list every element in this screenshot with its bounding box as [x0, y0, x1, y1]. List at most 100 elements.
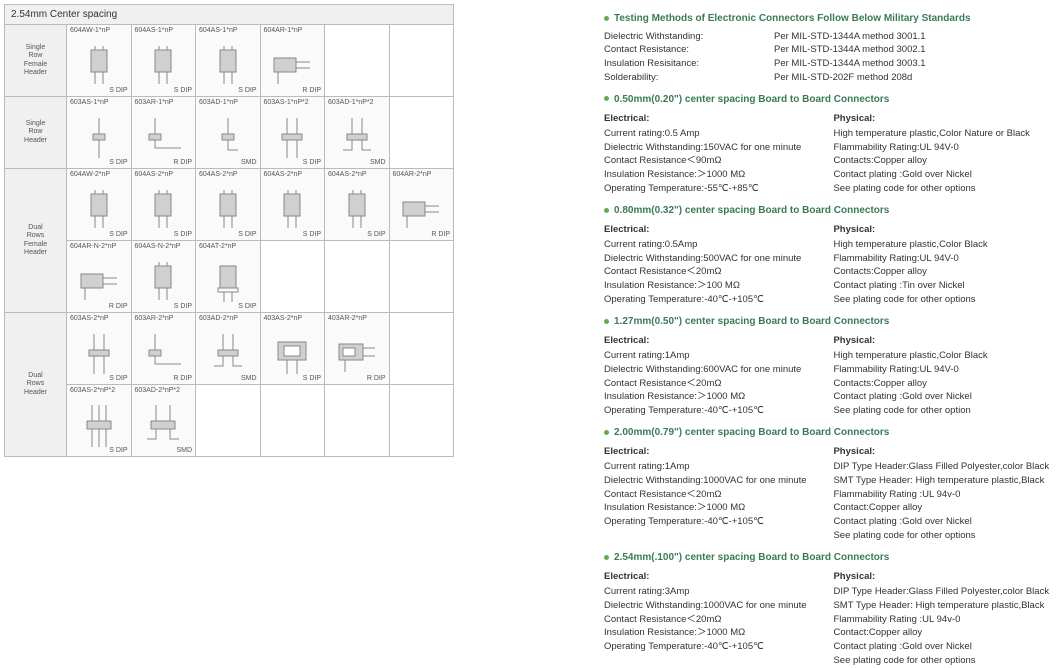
spec-label: Insulation Resisitance: — [604, 57, 774, 71]
part-number: 403AR-2*nP — [328, 315, 367, 322]
spec-item: Contact Resistance＜20mΩ — [604, 613, 833, 627]
package-type: S DIP — [109, 375, 127, 382]
diagram-cell: 603AS-2*nP*2 S DIP — [67, 385, 132, 457]
diagram-cell: 603AS-1*nPS DIP — [67, 97, 132, 169]
col-heading: Physical: — [833, 112, 1052, 126]
spec-item: Dielectric Withstanding:500VAC for one m… — [604, 252, 833, 266]
spec-item: Current rating:1Amp — [604, 460, 833, 474]
spec-line: Insulation Resisitance:Per MIL-STD-1344A… — [604, 57, 1052, 71]
spec-value: Per MIL-STD-1344A method 3002.1 — [774, 43, 926, 57]
connector-diagram — [263, 27, 323, 94]
section-heading: 1.27mm(0.50") center spacing Board to Bo… — [604, 315, 1052, 330]
empty-cell — [196, 385, 261, 457]
spec-item: Current rating:1Amp — [604, 349, 833, 363]
package-type: S DIP — [238, 303, 256, 310]
connector-diagram — [198, 171, 258, 238]
diagram-cell: 403AR-2*nPR DIP — [325, 313, 390, 385]
part-number: 604AS-2*nP — [264, 171, 303, 178]
spec-item: Flammability Rating:UL 94V-0 — [833, 363, 1052, 377]
spec-item: See plating code for other options — [833, 293, 1052, 307]
diagram-cell: 603AR-1*nPR DIP — [131, 97, 196, 169]
spec-item: Flammability Rating :UL 94v-0 — [833, 488, 1052, 502]
spec-item: Current rating:0.5Amp — [604, 238, 833, 252]
spec-item: See plating code for other options — [833, 182, 1052, 196]
spec-item: Contact Resistance＜20mΩ — [604, 377, 833, 391]
package-type: S DIP — [109, 447, 127, 454]
connector-diagram — [134, 99, 194, 166]
electrical-column: Electrical:Current rating:0.5 AmpDielect… — [604, 110, 833, 196]
package-type: R DIP — [173, 375, 192, 382]
spec-item: Contacts:Copper alloy — [833, 265, 1052, 279]
section-heading: 2.54mm(.100") center spacing Board to Bo… — [604, 551, 1052, 566]
spec-item: Operating Temperature:-40℃-+105℃ — [604, 293, 833, 307]
electrical-column: Electrical:Current rating:1AmpDielectric… — [604, 332, 833, 418]
spec-item: Operating Temperature:-40℃-+105℃ — [604, 515, 833, 529]
col-heading: Physical: — [833, 570, 1052, 584]
electrical-column: Electrical:Current rating:3AmpDielectric… — [604, 568, 833, 667]
connector-diagram — [327, 99, 387, 166]
package-type: R DIP — [302, 87, 321, 94]
row-label: SingleRowHeader — [5, 97, 67, 169]
section-heading: 2.00mm(0.79") center spacing Board to Bo… — [604, 426, 1052, 441]
empty-cell — [325, 385, 390, 457]
connector-diagram — [69, 243, 129, 310]
spec-item: Operating Temperature:-40℃-+105℃ — [604, 640, 833, 654]
diagram-cell: 604AW-1*nPS DIP — [67, 25, 132, 97]
spec-item: Contact plating :Gold over Nickel — [833, 390, 1052, 404]
spec-line: Solderability:Per MIL-STD-202F method 20… — [604, 71, 1052, 85]
empty-cell — [389, 313, 454, 385]
spec-label: Solderability: — [604, 71, 774, 85]
spec-value: Per MIL-STD-1344A method 3003.1 — [774, 57, 926, 71]
physical-column: Physical:DIP Type Header:Glass Filled Po… — [833, 568, 1052, 667]
spec-item: See plating code for other options — [833, 529, 1052, 543]
spec-item: Contact:Copper alloy — [833, 501, 1052, 515]
empty-cell — [260, 385, 325, 457]
part-number: 603AR-1*nP — [135, 99, 174, 106]
spec-line: Dielectric Withstanding:Per MIL-STD-1344… — [604, 30, 1052, 44]
spec-value: Per MIL-STD-1344A method 3001.1 — [774, 30, 926, 44]
spec-columns: Electrical:Current rating:1AmpDielectric… — [604, 332, 1052, 418]
diagram-cell: 603AD-2*nP*2SMD — [131, 385, 196, 457]
physical-column: Physical:DIP Type Header:Glass Filled Po… — [833, 443, 1052, 542]
bullet-icon — [604, 96, 609, 101]
diagram-cell: 604AS-N-2*nPS DIP — [131, 241, 196, 313]
package-type: S DIP — [367, 231, 385, 238]
package-type: S DIP — [303, 159, 321, 166]
connector-diagram — [198, 315, 258, 382]
connector-diagram — [69, 99, 129, 166]
spec-columns: Electrical:Current rating:0.5AmpDielectr… — [604, 221, 1052, 307]
electrical-column: Electrical:Current rating:1AmpDielectric… — [604, 443, 833, 542]
spec-item: Insulation Resistance:＞1000 MΩ — [604, 626, 833, 640]
diagram-cell: 603AS-1*nP*2S DIP — [260, 97, 325, 169]
bullet-icon — [604, 319, 609, 324]
spec-item: Contacts:Copper alloy — [833, 154, 1052, 168]
diagram-cell: 604AW-2*nPS DIP — [67, 169, 132, 241]
bullet-icon — [604, 430, 609, 435]
connector-diagram — [198, 99, 258, 166]
package-type: S DIP — [109, 159, 127, 166]
col-heading: Electrical: — [604, 334, 833, 348]
diagram-cell: 603AR-2*nPR DIP — [131, 313, 196, 385]
package-type: S DIP — [174, 87, 192, 94]
part-number: 604AS-1*nP — [199, 27, 238, 34]
diagram-cell: 604AR-1*nPR DIP — [260, 25, 325, 97]
connector-diagram — [69, 171, 129, 238]
package-type: R DIP — [431, 231, 450, 238]
empty-cell — [325, 241, 390, 313]
spec-item: Flammability Rating:UL 94V-0 — [833, 141, 1052, 155]
testing-heading: Testing Methods of Electronic Connectors… — [604, 12, 1052, 27]
connector-diagram — [263, 171, 323, 238]
section-heading: 0.80mm(0.32") center spacing Board to Bo… — [604, 204, 1052, 219]
connector-diagram — [69, 27, 129, 94]
part-number: 603AS-2*nP*2 — [70, 387, 115, 394]
diagram-cell: 604AR-N-2*nPR DIP — [67, 241, 132, 313]
spec-item: Contact Resistance＜90mΩ — [604, 154, 833, 168]
section-heading: 0.50mm(0.20") center spacing Board to Bo… — [604, 93, 1052, 108]
spec-item: Contact plating :Tin over Nickel — [833, 279, 1052, 293]
col-heading: Electrical: — [604, 112, 833, 126]
part-number: 603AD-1*nP — [199, 99, 238, 106]
diagram-table: SingleRowFemaleHeader604AW-1*nPS DIP604A… — [4, 24, 454, 457]
spec-item: See plating code for other options — [833, 654, 1052, 668]
spec-label: Contact Resistance: — [604, 43, 774, 57]
spec-columns: Electrical:Current rating:3AmpDielectric… — [604, 568, 1052, 667]
